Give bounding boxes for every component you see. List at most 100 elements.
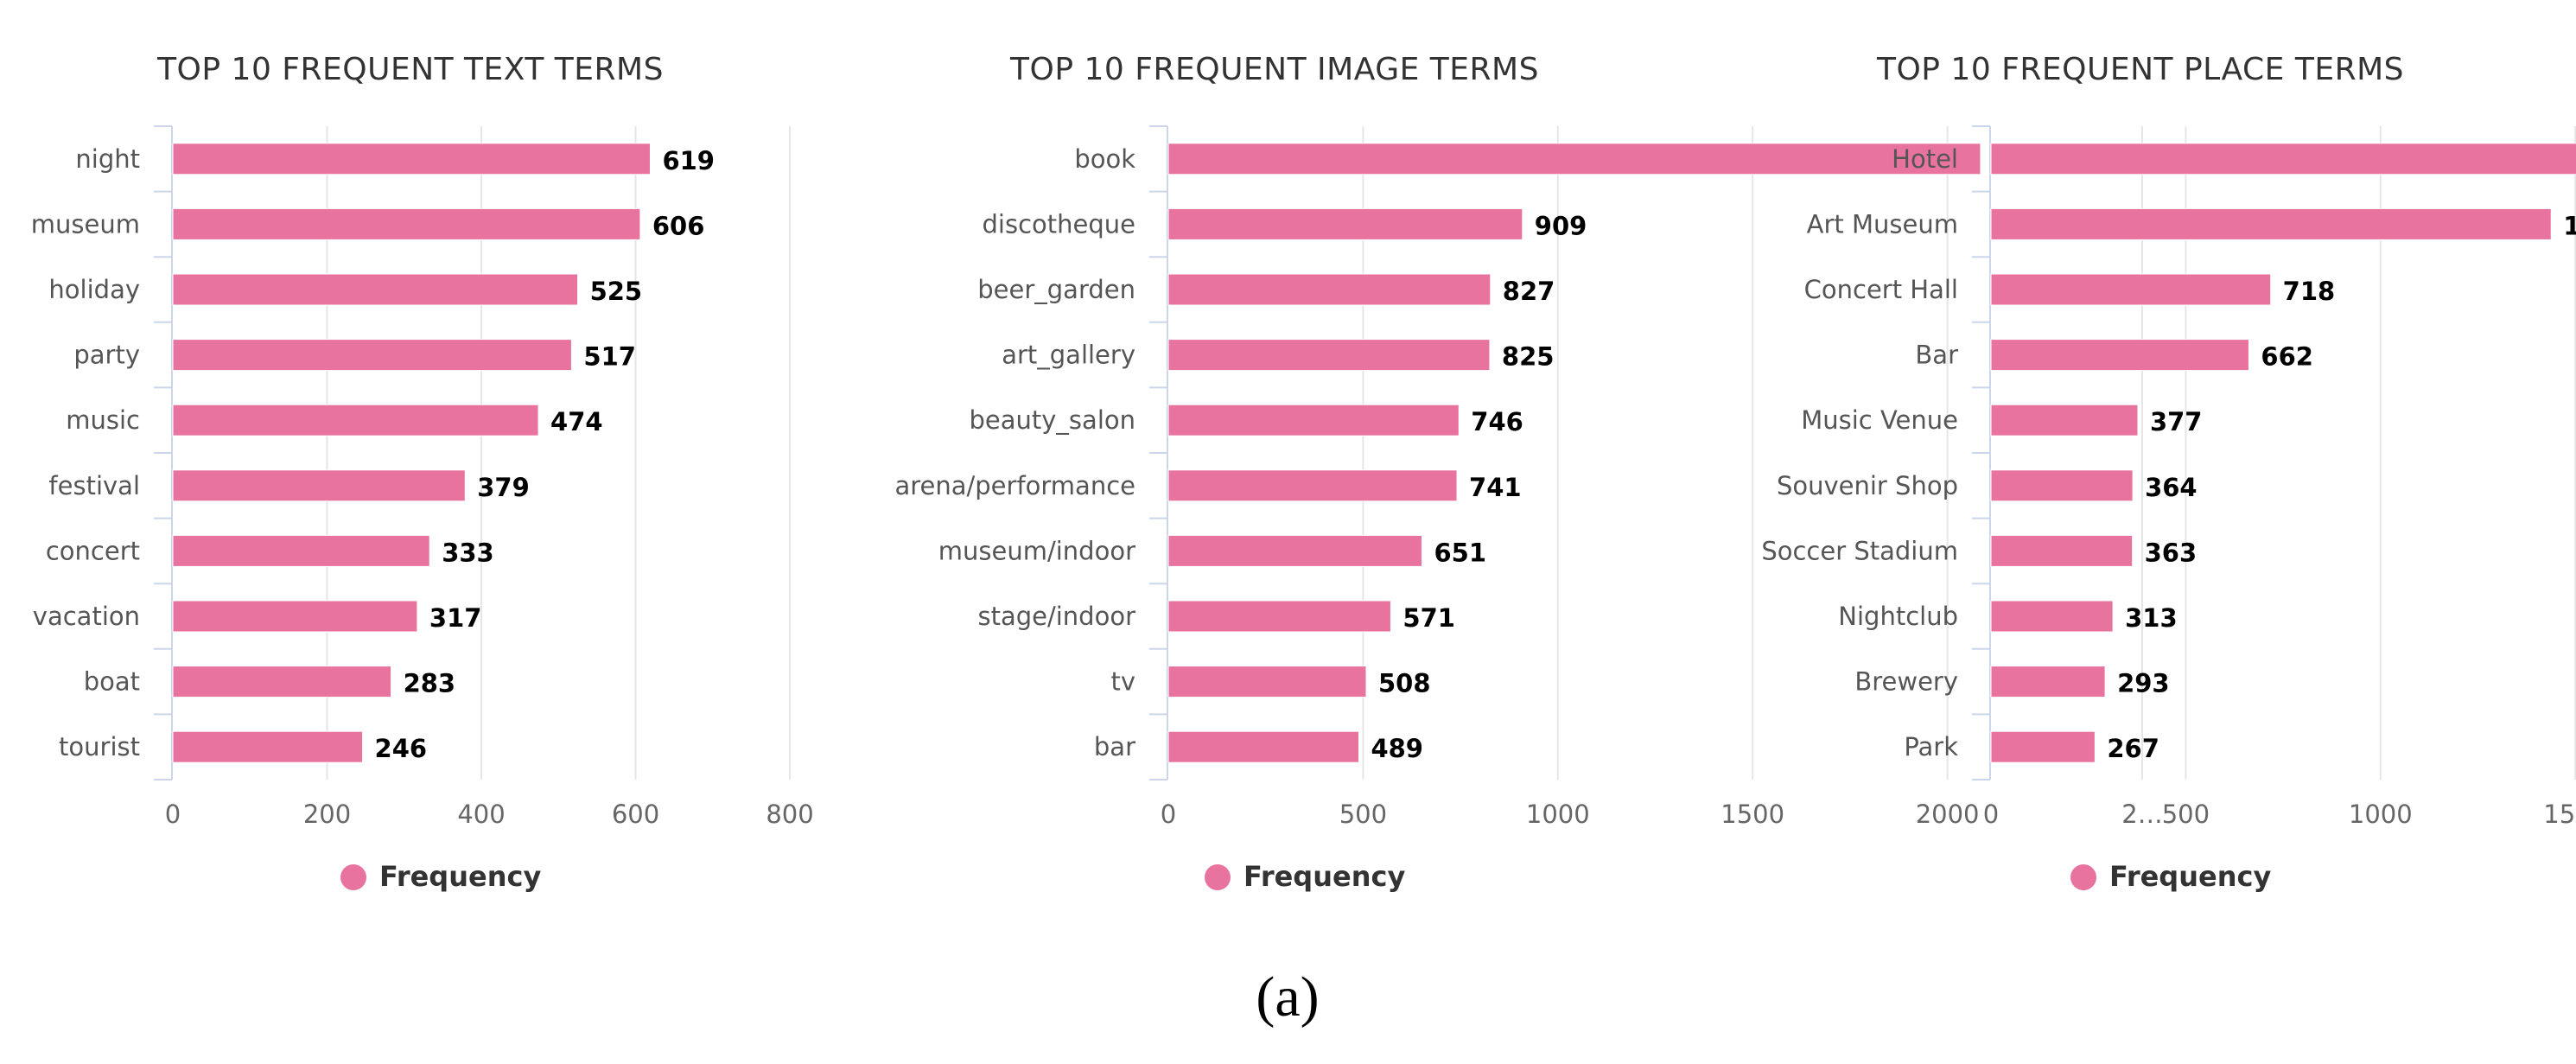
place-terms-data-label: 377 bbox=[2150, 407, 2203, 436]
text-terms-data-label: 619 bbox=[662, 146, 715, 175]
image-terms-data-label: 746 bbox=[1471, 407, 1523, 436]
text-terms-legend-marker[interactable] bbox=[340, 864, 366, 890]
image-terms-category-label: art_gallery bbox=[1002, 341, 1135, 370]
text-terms-category-label: music bbox=[66, 405, 140, 435]
text-terms-bar bbox=[172, 339, 572, 372]
place-terms-bar bbox=[1990, 730, 2096, 763]
place-terms-x-tick-label: 500 bbox=[2162, 800, 2210, 829]
place-terms-data-label: 293 bbox=[2117, 669, 2170, 698]
text-terms-data-label: 379 bbox=[477, 473, 530, 502]
image-terms-data-label: 825 bbox=[1502, 342, 1555, 372]
place-terms-data-label: 364 bbox=[2145, 473, 2198, 502]
image-terms-legend-marker[interactable] bbox=[1205, 864, 1231, 890]
text-terms-data-label: 283 bbox=[404, 669, 456, 698]
image-terms-category-label: beauty_salon bbox=[970, 405, 1136, 435]
place-terms-category-label: Concert Hall bbox=[1804, 275, 1958, 304]
text-terms-data-label: 517 bbox=[583, 342, 636, 372]
image-terms-category-label: beer_garden bbox=[977, 275, 1135, 304]
place-terms-bar bbox=[1990, 534, 2134, 567]
text-terms-bar bbox=[172, 666, 392, 698]
image-terms-category-label: stage/indoor bbox=[977, 602, 1135, 631]
text-terms-category-label: concert bbox=[46, 536, 140, 565]
place-terms-category-label: Art Museum bbox=[1807, 209, 1958, 239]
image-terms-category-label: discotheque bbox=[983, 209, 1135, 239]
image-terms-bar bbox=[1167, 207, 1523, 240]
image-terms-bar bbox=[1167, 469, 1458, 502]
text-terms-category-label: party bbox=[73, 341, 140, 370]
text-terms-bar bbox=[172, 143, 651, 175]
place-terms-category-label: Nightclub bbox=[1838, 602, 1958, 631]
image-terms-chart-title: TOP 10 FREQUENT IMAGE TERMS bbox=[1009, 52, 1539, 87]
place-terms-bar bbox=[1990, 469, 2134, 502]
place-terms-bar bbox=[1990, 404, 2139, 436]
image-terms-category-label: museum/indoor bbox=[938, 536, 1135, 565]
place-terms-bar bbox=[1990, 207, 2552, 240]
place-terms-data-label: 267 bbox=[2107, 734, 2159, 763]
place-terms-x-tick-label: 1500 bbox=[2543, 800, 2576, 829]
figure-caption: (a) bbox=[1256, 965, 1319, 1029]
text-terms-category-label: boat bbox=[84, 667, 140, 697]
place-terms-category-label: Souvenir Shop bbox=[1777, 471, 1958, 500]
image-terms-data-label: 909 bbox=[1535, 211, 1587, 240]
text-terms-bar bbox=[172, 404, 539, 436]
text-terms-bar bbox=[172, 469, 466, 502]
image-terms-category-label: book bbox=[1074, 144, 1135, 174]
text-terms-data-label: 525 bbox=[590, 277, 643, 306]
place-terms-data-label: 1 438 bbox=[2563, 211, 2576, 240]
image-terms-data-label: 651 bbox=[1434, 538, 1486, 567]
text-terms-bar bbox=[172, 273, 579, 306]
place-terms-bar bbox=[1990, 339, 2249, 372]
image-terms-data-label: 508 bbox=[1378, 669, 1431, 698]
place-terms-data-label: 718 bbox=[2283, 277, 2336, 306]
image-terms-x-tick-label: 1500 bbox=[1721, 800, 1784, 829]
image-terms-bar bbox=[1167, 534, 1422, 567]
text-terms-x-tick-label: 200 bbox=[303, 800, 351, 829]
place-terms-category-label: Park bbox=[1904, 732, 1958, 761]
image-terms-category-label: bar bbox=[1094, 732, 1135, 761]
text-terms-x-tick-label: 400 bbox=[457, 800, 505, 829]
text-terms-category-label: tourist bbox=[59, 732, 140, 761]
text-terms-category-label: holiday bbox=[48, 275, 140, 304]
place-terms-bar bbox=[1990, 600, 2114, 633]
image-terms-x-tick-label: 2… bbox=[2121, 800, 2162, 829]
image-terms-chart: TOP 10 FREQUENT IMAGE TERMS book2 085dis… bbox=[894, 52, 2162, 893]
text-terms-bar bbox=[172, 730, 364, 763]
text-terms-category-label: festival bbox=[48, 471, 140, 500]
place-terms-category-label: Bar bbox=[1915, 341, 1958, 370]
place-terms-bar bbox=[1990, 143, 2576, 175]
text-terms-data-label: 317 bbox=[429, 603, 482, 633]
image-terms-data-label: 571 bbox=[1402, 603, 1455, 633]
image-terms-x-tick-label: 500 bbox=[1339, 800, 1387, 829]
image-terms-bar bbox=[1167, 730, 1359, 763]
text-terms-legend-label[interactable]: Frequency bbox=[379, 860, 541, 893]
place-terms-category-label: Hotel bbox=[1892, 144, 1958, 174]
image-terms-x-tick-label: 2000 bbox=[1916, 800, 1980, 829]
text-terms-bar bbox=[172, 534, 430, 567]
text-terms-data-label: 474 bbox=[550, 407, 603, 436]
image-terms-data-label: 827 bbox=[1503, 277, 1555, 306]
text-terms-x-tick-label: 0 bbox=[165, 800, 181, 829]
image-terms-legend-label[interactable]: Frequency bbox=[1243, 860, 1405, 893]
place-terms-data-label: 313 bbox=[2125, 603, 2178, 633]
place-terms-x-tick-label: 0 bbox=[1983, 800, 1999, 829]
place-terms-data-label: 363 bbox=[2145, 538, 2198, 567]
image-terms-category-label: tv bbox=[1110, 667, 1135, 697]
text-terms-chart-title: TOP 10 FREQUENT TEXT TERMS bbox=[156, 52, 664, 87]
text-terms-category-label: museum bbox=[31, 209, 140, 239]
place-terms-bar bbox=[1990, 666, 2106, 698]
place-terms-category-label: Music Venue bbox=[1801, 405, 1958, 435]
place-terms-legend-label[interactable]: Frequency bbox=[2109, 860, 2271, 893]
text-terms-category-label: night bbox=[75, 144, 140, 174]
text-terms-x-tick-label: 800 bbox=[766, 800, 813, 829]
text-terms-x-tick-label: 600 bbox=[612, 800, 659, 829]
text-terms-bar bbox=[172, 207, 641, 240]
text-terms-data-label: 333 bbox=[442, 538, 494, 567]
image-terms-category-label: arena/performance bbox=[894, 471, 1135, 500]
image-terms-bar bbox=[1167, 600, 1391, 633]
place-terms-legend-marker[interactable] bbox=[2070, 864, 2096, 890]
text-terms-data-label: 606 bbox=[652, 211, 705, 240]
place-terms-bar bbox=[1990, 273, 2272, 306]
place-terms-chart-title: TOP 10 FREQUENT PLACE TERMS bbox=[1876, 52, 2404, 87]
text-terms-category-label: vacation bbox=[33, 602, 140, 631]
